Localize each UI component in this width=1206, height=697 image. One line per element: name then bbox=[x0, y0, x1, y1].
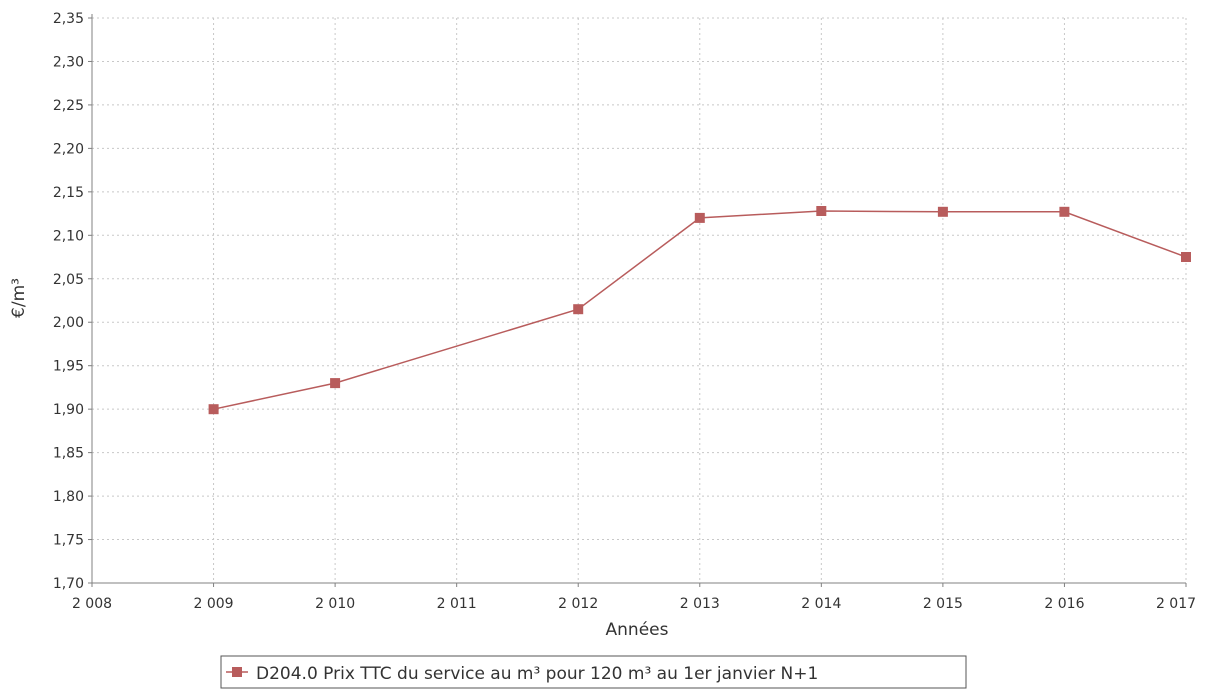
x-tick-label: 2 017 bbox=[1156, 596, 1196, 612]
x-tick-label: 2 016 bbox=[1044, 596, 1084, 612]
series-line bbox=[213, 210, 1187, 410]
y-tick-label: 1,70 bbox=[53, 576, 84, 592]
y-tick-label: 1,90 bbox=[53, 402, 84, 418]
x-tick-label: 2 010 bbox=[315, 596, 355, 612]
data-point bbox=[1181, 252, 1191, 262]
y-tick-label: 2,00 bbox=[53, 315, 84, 331]
y-tick-label: 2,35 bbox=[53, 11, 84, 27]
y-tick-label: 1,75 bbox=[53, 533, 84, 549]
y-axis-label: €/m³ bbox=[9, 278, 29, 318]
x-tick-label: 2 012 bbox=[558, 596, 598, 612]
axes bbox=[91, 14, 1186, 584]
series-plot bbox=[208, 206, 1191, 415]
y-tick-label: 2,30 bbox=[53, 54, 84, 70]
y-tick-label: 2,20 bbox=[53, 141, 84, 157]
x-tick-label: 2 013 bbox=[680, 596, 720, 612]
y-tick-label: 1,95 bbox=[53, 359, 84, 375]
legend-marker-swatch bbox=[232, 667, 242, 677]
x-tick-labels: 2 008 2 009 2 010 2 011 2 012 2 013 2 014 2 015… bbox=[72, 583, 1196, 612]
y-tick-label: 2,15 bbox=[53, 185, 84, 201]
legend-box bbox=[220, 655, 967, 689]
x-tick-label: 2 009 bbox=[194, 596, 234, 612]
y-tick-labels: 1,70 1,75 1,80 1,85 1,90 1,95 2,00 2,05 2,10 2,15… bbox=[53, 11, 92, 592]
data-point bbox=[694, 212, 705, 223]
data-point bbox=[573, 304, 584, 315]
data-point bbox=[208, 404, 219, 415]
legend: D204.0 Prix TTC du service au m³ pour 12… bbox=[220, 655, 967, 689]
legend-label: D204.0 Prix TTC du service au m³ pour 12… bbox=[256, 664, 818, 684]
data-point bbox=[330, 378, 341, 389]
x-tick-label: 2 011 bbox=[437, 596, 477, 612]
x-tick-label: 2 015 bbox=[923, 596, 963, 612]
x-tick-label: 2 008 bbox=[72, 596, 112, 612]
y-tick-label: 2,05 bbox=[53, 272, 84, 288]
y-tick-label: 1,85 bbox=[53, 446, 84, 462]
grid bbox=[92, 17, 1187, 583]
data-point bbox=[816, 206, 827, 216]
y-tick-label: 2,10 bbox=[53, 228, 84, 244]
y-tick-label: 1,80 bbox=[53, 489, 84, 505]
data-point bbox=[1059, 206, 1070, 217]
x-tick-label: 2 014 bbox=[801, 596, 841, 612]
x-axis-label: Années bbox=[606, 620, 669, 640]
data-point bbox=[937, 206, 948, 217]
y-tick-label: 2,25 bbox=[53, 98, 84, 114]
